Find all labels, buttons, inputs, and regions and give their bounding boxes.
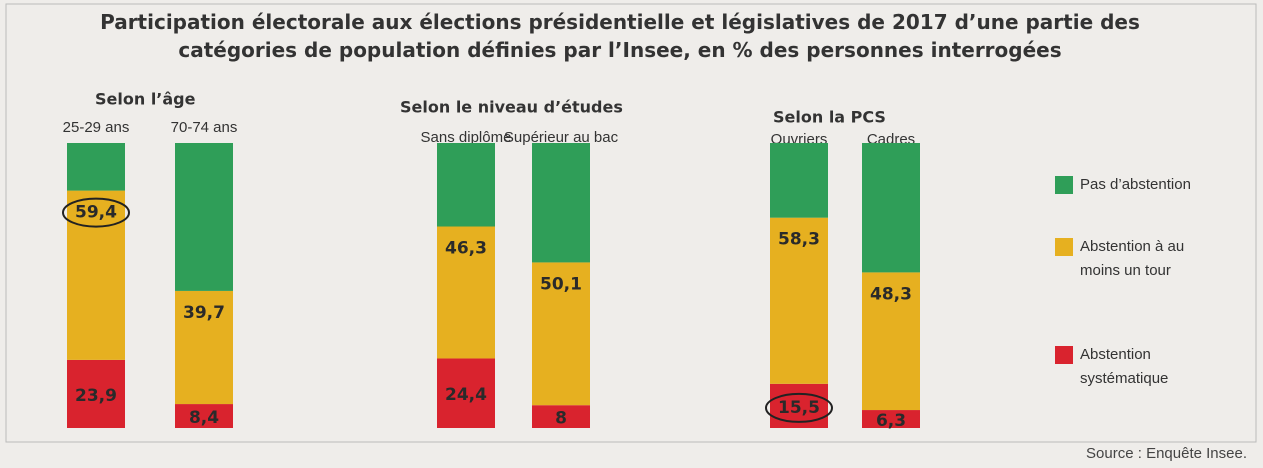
group-label: Selon l’âge xyxy=(95,90,196,109)
value-label: 6,3 xyxy=(876,411,906,431)
category-label: Supérieur au bac xyxy=(504,129,619,146)
value-label: 8,4 xyxy=(189,408,219,428)
bar-segment xyxy=(862,272,920,411)
highlight-circle xyxy=(765,392,833,423)
value-label: 50,1 xyxy=(540,274,582,294)
value-label: 39,7 xyxy=(183,303,225,323)
highlight-circle xyxy=(62,197,130,228)
bar-segment xyxy=(437,226,495,359)
legend-swatch xyxy=(1055,346,1073,364)
bar-segment xyxy=(862,143,920,273)
chart-title: Participation électorale aux élections p… xyxy=(100,10,1140,62)
group-label: Selon le niveau d’études xyxy=(400,98,623,117)
value-label: 59,4 xyxy=(75,203,117,223)
category-label: Sans diplôme xyxy=(421,129,512,146)
frame xyxy=(5,3,1257,443)
bar-segment xyxy=(175,404,233,428)
legend-swatch xyxy=(1055,238,1073,256)
value-label: 58,3 xyxy=(778,230,820,250)
bar-segment xyxy=(532,143,590,263)
category-label: 70-74 ans xyxy=(171,119,238,136)
bar-segment xyxy=(437,143,495,227)
legend-swatch xyxy=(1055,176,1073,194)
value-label: 15,5 xyxy=(778,398,820,418)
bar-segment xyxy=(532,405,590,428)
legend-label: Abstention systématique xyxy=(1080,346,1169,387)
bar-segment xyxy=(862,410,920,428)
bar-segment xyxy=(770,143,828,218)
bar-segment xyxy=(67,143,125,191)
bar-segment xyxy=(437,358,495,428)
bar-segment xyxy=(67,359,125,428)
bar-segment xyxy=(770,217,828,384)
bar-segment xyxy=(175,143,233,291)
legend-label: Abstention à au moins un tour xyxy=(1080,238,1185,279)
value-label: 23,9 xyxy=(75,386,117,406)
group-label: Selon la PCS xyxy=(773,108,886,127)
legend-label: Pas d’abstention xyxy=(1080,176,1191,193)
bar-segment xyxy=(67,190,125,360)
source: Source : Enquête Insee. xyxy=(1086,445,1247,462)
category-label: 25-29 ans xyxy=(63,119,130,136)
value-label: 8 xyxy=(555,409,567,429)
bar-segment xyxy=(175,290,233,405)
value-label: 48,3 xyxy=(870,284,912,304)
value-label: 46,3 xyxy=(445,239,487,259)
bar-segment xyxy=(770,383,828,428)
value-label: 24,4 xyxy=(445,385,487,405)
bar-segment xyxy=(532,262,590,406)
